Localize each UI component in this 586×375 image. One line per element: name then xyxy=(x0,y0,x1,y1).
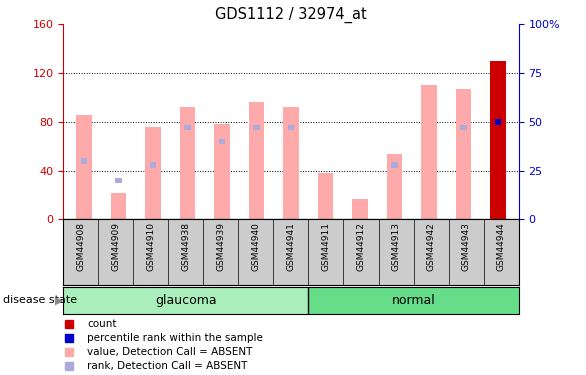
Text: rank, Detection Call = ABSENT: rank, Detection Call = ABSENT xyxy=(87,361,248,371)
Text: GSM44938: GSM44938 xyxy=(182,222,190,271)
Bar xyxy=(308,287,519,314)
Text: percentile rank within the sample: percentile rank within the sample xyxy=(87,333,263,343)
Text: GSM44909: GSM44909 xyxy=(111,222,120,271)
Bar xyxy=(495,119,501,124)
Text: count: count xyxy=(87,319,117,329)
Bar xyxy=(180,107,195,219)
Bar xyxy=(115,178,121,183)
Bar xyxy=(461,125,466,130)
Bar xyxy=(185,125,190,130)
Text: GSM44941: GSM44941 xyxy=(287,222,295,271)
Bar xyxy=(76,115,92,219)
Text: GSM44940: GSM44940 xyxy=(251,222,260,271)
Text: GSM44942: GSM44942 xyxy=(427,222,435,271)
Bar xyxy=(456,89,471,219)
Text: GSM44912: GSM44912 xyxy=(356,222,366,271)
Text: GSM44910: GSM44910 xyxy=(146,222,155,271)
Bar xyxy=(318,173,333,219)
Bar xyxy=(219,139,225,144)
Bar xyxy=(81,158,87,164)
Bar xyxy=(253,125,260,130)
Bar xyxy=(145,127,161,219)
Text: GSM44913: GSM44913 xyxy=(391,222,400,271)
Text: GSM44944: GSM44944 xyxy=(496,222,506,271)
Bar xyxy=(111,193,126,219)
Bar xyxy=(490,61,506,219)
Text: GSM44911: GSM44911 xyxy=(322,222,331,271)
Text: glaucoma: glaucoma xyxy=(155,294,217,307)
Bar xyxy=(387,154,402,219)
Bar xyxy=(352,199,367,219)
Bar xyxy=(248,102,264,219)
Bar xyxy=(288,125,294,130)
Text: GSM44908: GSM44908 xyxy=(76,222,86,271)
Bar xyxy=(214,124,230,219)
Bar xyxy=(63,287,308,314)
Bar xyxy=(283,107,299,219)
Bar xyxy=(421,86,437,219)
Text: value, Detection Call = ABSENT: value, Detection Call = ABSENT xyxy=(87,347,253,357)
Text: GSM44943: GSM44943 xyxy=(462,222,471,271)
Bar xyxy=(150,162,156,168)
Text: GSM44939: GSM44939 xyxy=(216,222,226,271)
Text: normal: normal xyxy=(391,294,435,307)
Bar xyxy=(391,162,397,168)
Text: ▶: ▶ xyxy=(54,296,63,305)
Title: GDS1112 / 32974_at: GDS1112 / 32974_at xyxy=(215,7,367,23)
Text: disease state: disease state xyxy=(3,296,77,305)
